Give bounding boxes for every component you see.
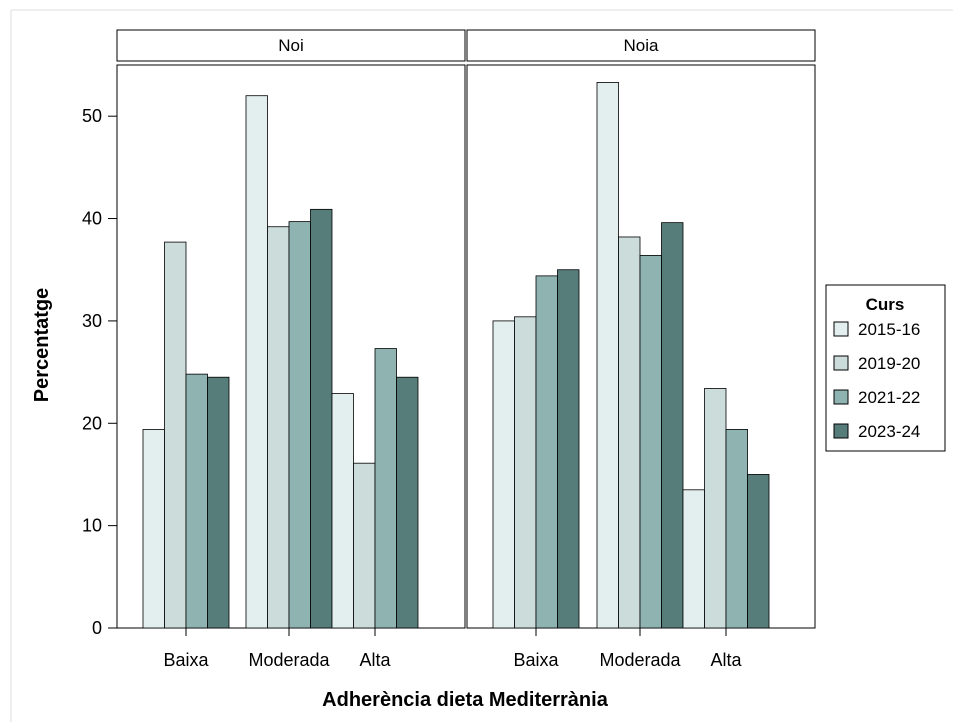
bar [353,462,376,629]
legend-swatch [833,389,849,405]
bar [704,388,727,629]
legend-label: 2021-22 [858,388,920,407]
bar [374,348,397,629]
panel-strip [466,29,816,62]
legend-swatch [833,423,849,439]
x-tick-label: Baixa [513,650,559,670]
bar [747,474,770,629]
bar [142,429,165,629]
x-tick-label: Alta [359,650,391,670]
panel-strip [116,29,466,62]
bar [396,376,419,629]
bar [596,82,619,629]
bar [639,254,662,629]
y-tick-label: 20 [82,413,102,433]
bar [185,373,208,629]
y-tick-label: 40 [82,209,102,229]
bar [557,269,580,629]
panel-0: Noi Baixa Moderada Alta [116,29,466,670]
bar [682,489,705,629]
y-tick-label: 50 [82,106,102,126]
legend-label: 2019-20 [858,354,920,373]
legend-swatch [833,355,849,371]
bar [492,320,515,629]
bar [725,429,748,629]
x-tick-label: Moderada [248,650,330,670]
y-tick-label: 30 [82,311,102,331]
bar [310,208,333,629]
legend-label: 2023-24 [858,422,920,441]
panel-1: Noia Baixa Moderada Alta [466,29,816,670]
bar [514,316,537,629]
legend-title: Curs [866,295,905,314]
y-axis: 0 10 20 30 40 50 [82,106,117,638]
legend-label: 2015-16 [858,320,920,339]
y-tick-label: 10 [82,516,102,536]
bar [535,275,558,629]
bar [288,221,311,629]
y-tick-label: 0 [92,618,102,638]
bar [661,222,684,629]
bar [245,95,268,629]
bar [164,241,187,629]
x-axis-title: Adherència dieta Mediterrània [322,689,609,711]
y-axis-title: Percentatge [31,288,53,403]
legend: Curs 2015-16 2019-20 2021-22 2023-24 [825,284,946,452]
x-tick-label: Alta [710,650,742,670]
x-tick-label: Moderada [599,650,681,670]
bar [331,393,354,629]
bar [267,226,290,629]
legend-swatch [833,321,849,337]
bar [207,376,230,629]
panel-title: Noia [624,36,660,55]
panel-title: Noi [278,36,304,55]
panels: Noi Baixa Moderada Alta Noia Baixa Moderada Alt… [116,29,816,670]
x-tick-label: Baixa [163,650,209,670]
bar [618,236,641,629]
